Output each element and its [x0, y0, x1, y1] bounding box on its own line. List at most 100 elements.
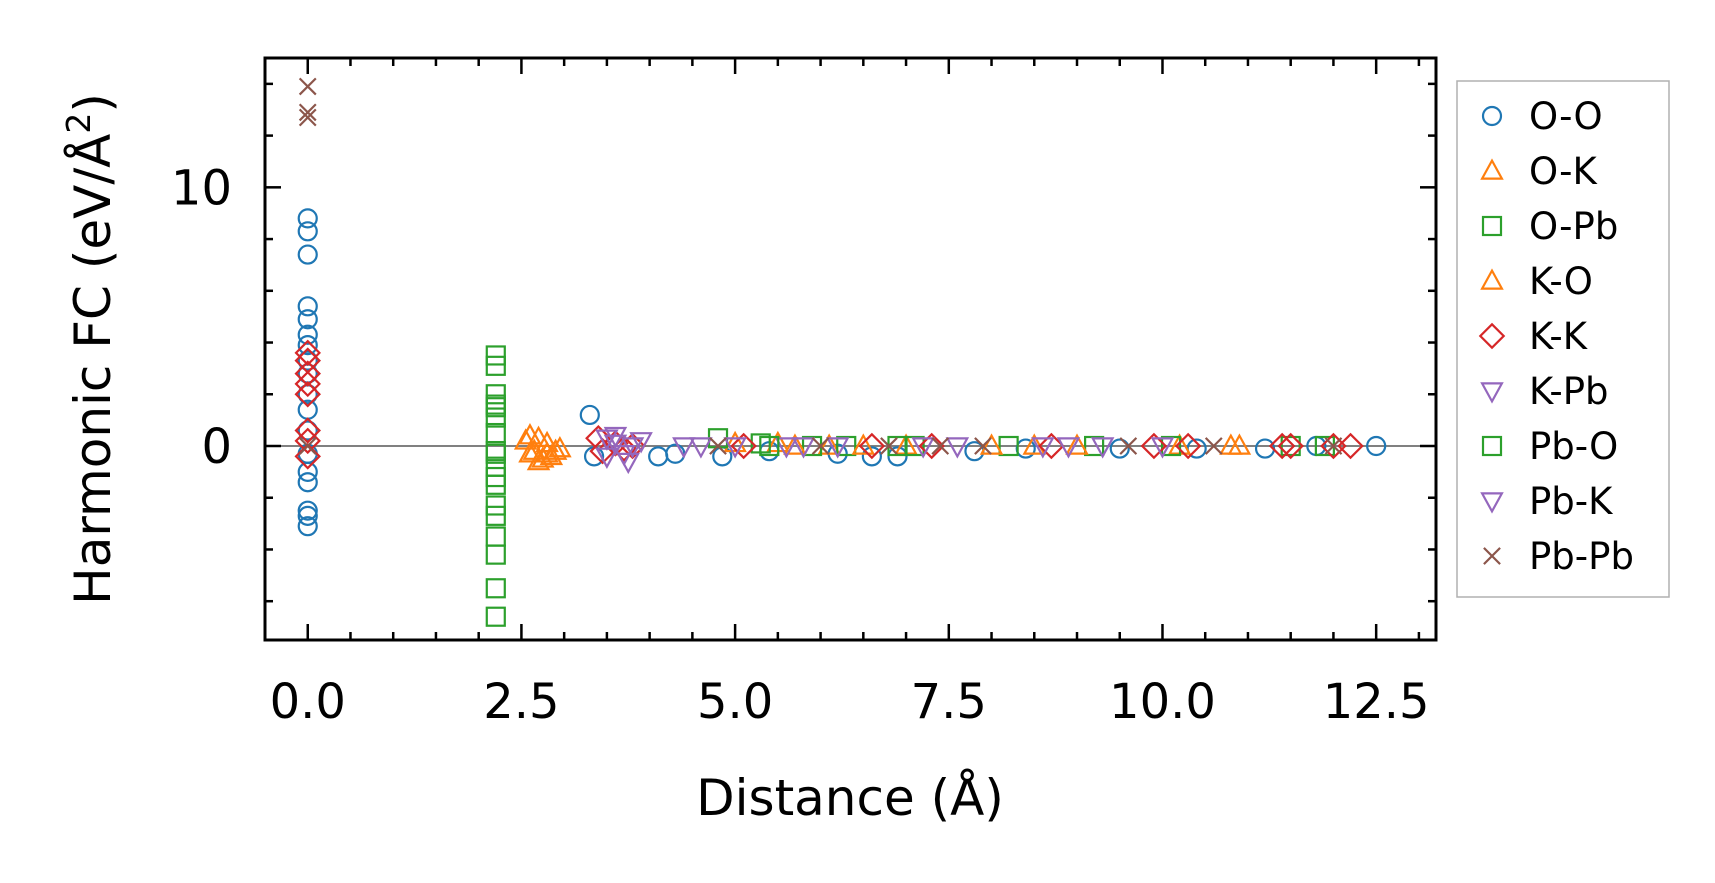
- data-point: [723, 430, 747, 453]
- data-point: [535, 430, 559, 453]
- data-point: [297, 461, 318, 482]
- data-point: [297, 350, 318, 371]
- data-point: [539, 443, 564, 466]
- y-tick-label: 10: [171, 160, 232, 216]
- data-point: [1084, 435, 1105, 457]
- legend-marker: [1481, 105, 1503, 127]
- data-point: [689, 437, 713, 459]
- data-point: [485, 606, 506, 627]
- legend-entries: O-O O-K O-Pb K-O K-K K-Pb Pb-O Pb-K Pb-Pb: [1478, 95, 1634, 578]
- axis-ticks-layer: [263, 58, 1436, 640]
- data-point: [485, 407, 506, 428]
- data-point: [620, 437, 645, 459]
- x-tick-label: 2.5: [483, 674, 559, 730]
- x-tick-label: 5.0: [697, 674, 773, 730]
- plot-frame: [263, 56, 1438, 642]
- legend-entry-K-K: K-K: [1478, 315, 1589, 358]
- data-point: [1119, 437, 1138, 455]
- data-point: [297, 221, 318, 242]
- data-point: [297, 516, 318, 537]
- y-axis-label-main: Harmonic FC (eV/Å: [64, 134, 122, 605]
- data-point: [297, 324, 318, 345]
- data-point: [861, 446, 882, 467]
- data-point: [783, 433, 807, 455]
- data-point: [723, 437, 747, 459]
- data-point: [513, 428, 538, 450]
- data-point: [526, 425, 551, 447]
- legend-entry-O-Pb: O-Pb: [1481, 205, 1618, 248]
- legend-marker: [1480, 382, 1504, 404]
- data-point: [485, 345, 506, 366]
- y-tick-label: 0: [201, 419, 232, 475]
- legend-entry-O-K: O-K: [1480, 150, 1599, 193]
- data-point: [887, 446, 908, 467]
- legend-marker: [1481, 435, 1503, 457]
- data-point: [535, 441, 559, 463]
- data-point: [918, 432, 945, 460]
- data-point: [1090, 437, 1115, 459]
- data-point: [297, 500, 318, 521]
- data-point: [548, 435, 572, 458]
- legend-marker: [1478, 322, 1506, 350]
- legend-entry-Pb-O: Pb-O: [1481, 425, 1618, 468]
- data-point: [485, 397, 506, 418]
- data-point: [974, 437, 992, 455]
- data-point: [518, 441, 542, 463]
- data-point: [1038, 432, 1065, 460]
- data-point: [1022, 433, 1047, 455]
- legend-label: K-Pb: [1529, 370, 1609, 413]
- series-O-O: [297, 208, 1387, 537]
- data-point: [836, 435, 857, 457]
- data-points-layer: [294, 77, 1387, 627]
- data-point: [595, 447, 619, 469]
- data-point: [1324, 437, 1343, 455]
- legend-entry-K-Pb: K-Pb: [1480, 370, 1609, 413]
- data-point: [998, 435, 1019, 457]
- data-point: [709, 437, 727, 455]
- data-point: [931, 437, 950, 455]
- data-point: [297, 472, 318, 493]
- data-point: [294, 370, 321, 398]
- y-axis-label-superscript: 2: [59, 113, 98, 134]
- data-point: [294, 339, 321, 367]
- legend-entry-Pb-K: Pb-K: [1480, 480, 1614, 523]
- data-point: [589, 437, 616, 465]
- data-point: [297, 244, 318, 265]
- data-point: [297, 335, 318, 356]
- data-point: [1204, 437, 1223, 455]
- data-point: [1227, 433, 1252, 455]
- data-point: [672, 437, 696, 459]
- legend-marker: [1480, 268, 1504, 290]
- data-point: [294, 360, 321, 387]
- data-point: [603, 434, 628, 457]
- data-point: [485, 495, 506, 516]
- data-point: [297, 420, 318, 441]
- x-tick-label: 7.5: [911, 674, 987, 730]
- x-tick-label: 12.5: [1323, 674, 1430, 730]
- data-point: [543, 438, 568, 460]
- legend-entry-Pb-Pb: Pb-Pb: [1483, 535, 1634, 578]
- data-point: [1056, 437, 1081, 459]
- legend-label: O-Pb: [1529, 205, 1618, 248]
- data-point: [791, 437, 816, 459]
- data-point: [811, 437, 830, 455]
- data-point: [298, 437, 317, 455]
- data-point: [485, 355, 506, 376]
- data-point: [1268, 432, 1296, 460]
- legend-label: O-K: [1529, 150, 1599, 193]
- data-point: [297, 309, 318, 330]
- data-point: [774, 437, 799, 459]
- data-point: [759, 435, 780, 457]
- y-axis-label: Harmonic FC (eV/Å2): [59, 93, 122, 605]
- data-point: [485, 466, 506, 488]
- legend-label: K-O: [1529, 260, 1593, 303]
- data-point: [1150, 437, 1175, 459]
- data-point: [945, 437, 970, 459]
- data-point: [1140, 432, 1168, 460]
- data-point: [297, 208, 318, 229]
- data-point: [603, 426, 628, 449]
- series-Pb-Pb: [298, 77, 1343, 455]
- legend-marker: [1481, 215, 1503, 237]
- data-point: [485, 578, 506, 599]
